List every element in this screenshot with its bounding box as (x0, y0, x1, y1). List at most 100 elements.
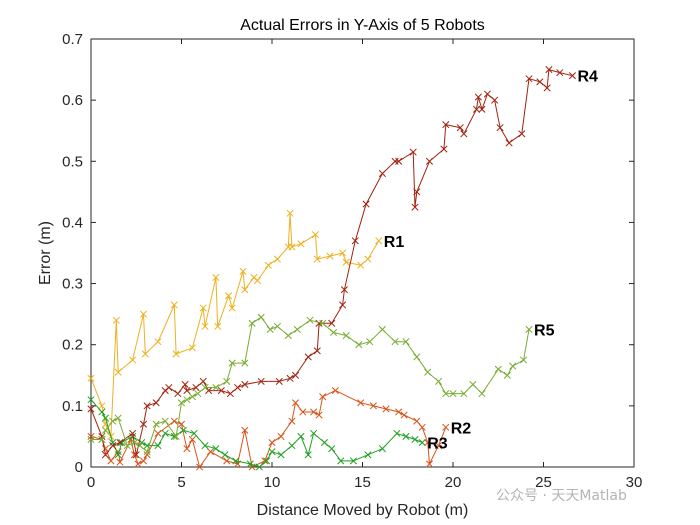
data-point-r1 (326, 252, 334, 260)
data-point-r3 (212, 445, 220, 453)
data-point-r5 (248, 319, 256, 327)
data-point-r2 (87, 432, 95, 440)
chart-title: Actual Errors in Y-Axis of 5 Robots (240, 17, 485, 34)
data-point-r2 (319, 393, 327, 401)
series-r2 (87, 387, 450, 471)
data-point-r3 (349, 457, 358, 465)
data-point-r5 (469, 380, 477, 389)
data-point-r4 (217, 387, 225, 395)
data-point-r1 (297, 240, 305, 248)
data-point-r5 (172, 432, 180, 440)
data-point-r5 (123, 442, 131, 450)
data-point-r4 (143, 402, 151, 410)
data-point-r5 (520, 356, 528, 364)
data-point-r5 (101, 426, 110, 434)
data-point-r3 (255, 463, 263, 471)
data-point-r2 (395, 408, 403, 416)
data-point-r1 (286, 209, 294, 217)
y-tick-label: 0.6 (62, 92, 83, 109)
data-point-r4 (132, 451, 140, 459)
data-point-r3 (411, 435, 419, 444)
data-point-r4 (413, 188, 421, 196)
data-point-r4 (411, 203, 419, 211)
data-point-r2 (223, 457, 231, 465)
data-point-r4 (483, 90, 491, 98)
data-point-r1 (228, 304, 236, 312)
data-point-r4 (395, 157, 403, 165)
data-point-r5 (152, 420, 160, 428)
data-point-r3 (179, 426, 187, 434)
x-tick-label: 20 (445, 474, 462, 491)
data-point-r1 (241, 286, 249, 294)
data-point-r1 (139, 310, 148, 318)
data-point-r4 (491, 96, 499, 104)
data-point-r4 (152, 399, 160, 407)
data-point-r5 (241, 359, 249, 367)
series-layer (87, 66, 577, 471)
data-point-r2 (291, 399, 300, 407)
data-point-r2 (369, 402, 377, 410)
series-r5 (87, 313, 533, 456)
data-point-r4 (181, 380, 189, 389)
data-point-r4 (116, 438, 124, 447)
data-point-r5 (391, 338, 399, 346)
data-point-r1 (311, 231, 319, 239)
data-point-r2 (116, 458, 124, 466)
data-point-r3 (418, 438, 426, 447)
data-point-r2 (299, 408, 307, 416)
data-point-r2 (277, 432, 285, 440)
series-label-r4: R4 (577, 69, 598, 86)
data-point-r3 (268, 448, 276, 456)
data-point-r4 (109, 442, 117, 450)
data-point-r4 (478, 105, 486, 113)
data-point-r5 (228, 359, 236, 367)
x-axis-label: Distance Moved by Robot (m) (257, 502, 469, 519)
data-point-r2 (400, 411, 408, 419)
data-point-r5 (329, 328, 338, 337)
x-tick-label: 25 (535, 474, 552, 491)
data-point-r3 (288, 442, 296, 450)
data-point-r3 (87, 396, 95, 404)
data-point-r1 (199, 304, 207, 312)
data-point-r2 (188, 435, 196, 444)
data-point-r3 (161, 429, 169, 437)
data-point-r4 (304, 353, 312, 361)
data-point-r5 (87, 435, 95, 444)
data-point-r3 (320, 438, 329, 447)
data-point-r2 (261, 457, 269, 465)
data-point-r3 (328, 445, 336, 453)
data-point-r2 (310, 408, 318, 416)
data-point-r2 (418, 423, 426, 431)
data-point-r4 (543, 84, 551, 92)
data-point-r2 (107, 457, 115, 465)
data-point-r4 (425, 157, 434, 165)
y-tick-label: 0.7 (62, 31, 83, 48)
data-point-r4 (460, 130, 468, 138)
data-point-r4 (518, 130, 526, 138)
y-tick-label: 0.1 (62, 398, 83, 415)
data-point-r3 (246, 460, 254, 468)
data-point-r3 (310, 429, 318, 437)
data-point-r4 (101, 451, 110, 459)
series-label-r2: R2 (451, 420, 472, 437)
data-point-r1 (364, 255, 372, 263)
data-point-r1 (170, 301, 178, 309)
data-point-r3 (114, 451, 122, 459)
data-point-r4 (362, 200, 370, 208)
data-point-r5 (434, 377, 443, 385)
data-point-r5 (273, 322, 281, 330)
data-point-r3 (98, 408, 106, 416)
data-point-r5 (194, 390, 202, 398)
data-point-r2 (382, 405, 390, 413)
data-point-r1 (342, 258, 350, 266)
x-tick-label: 0 (87, 474, 95, 491)
data-point-r1 (357, 261, 365, 269)
data-point-r5 (424, 368, 432, 376)
data-point-r5 (402, 338, 410, 346)
data-point-r5 (201, 383, 209, 392)
data-point-r5 (114, 414, 122, 422)
data-point-r5 (177, 399, 186, 407)
series-label-r1: R1 (384, 234, 405, 251)
data-point-r4 (165, 383, 173, 392)
data-point-r5 (442, 390, 450, 398)
